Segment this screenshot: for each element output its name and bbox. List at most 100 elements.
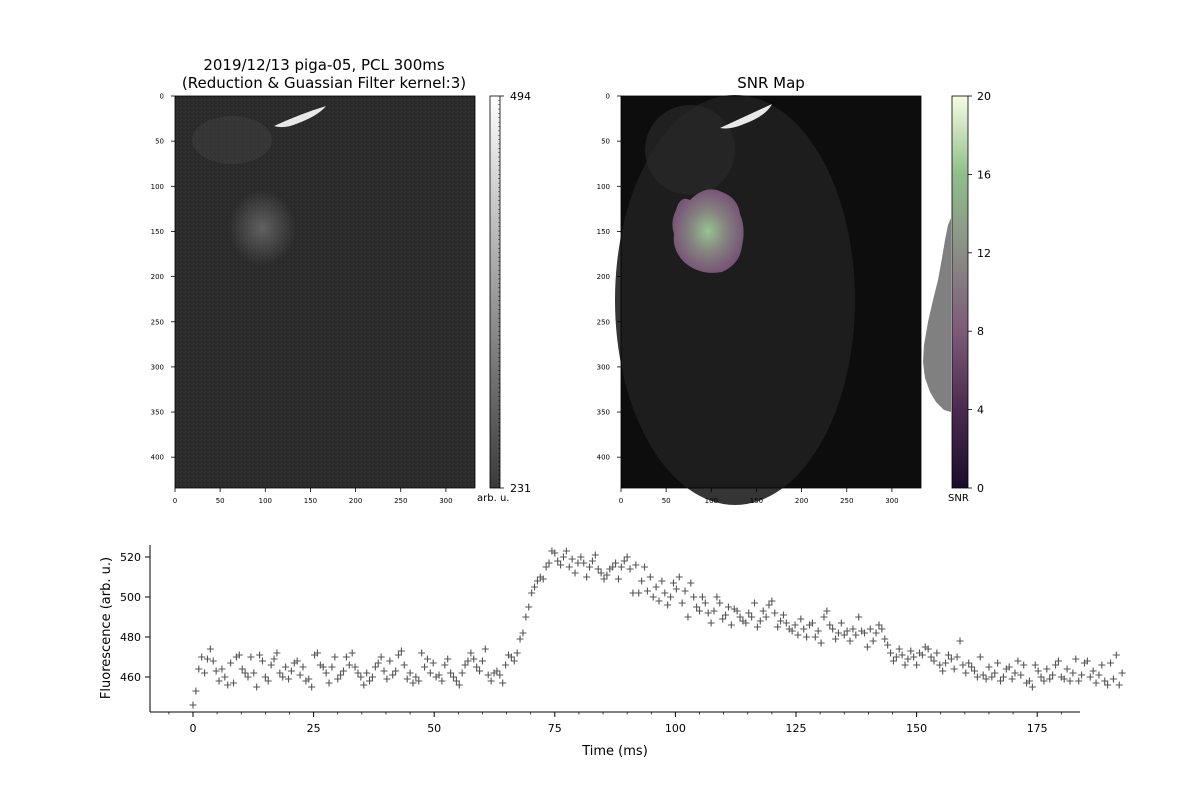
data-point [791,621,799,629]
data-point [1017,671,1025,679]
data-point [889,657,897,665]
x-tick-label: 100 [705,497,718,505]
data-point [710,607,718,615]
data-point [499,679,507,687]
data-point [583,573,591,581]
data-point [568,555,576,563]
snr-image-highlight [720,104,772,129]
data-point [267,661,275,669]
data-point [794,631,802,639]
data-point [846,637,854,645]
x-tick-label: 150 [750,497,763,505]
data-point [716,599,724,607]
data-point [884,641,892,649]
data-point [840,631,848,639]
data-point [1089,667,1097,675]
data-point [771,609,779,617]
data-point [753,623,761,631]
y-tick-label: 150 [151,228,164,236]
data-point [429,659,437,667]
data-point [976,653,984,661]
data-point [496,671,504,679]
data-point [334,675,342,683]
data-point [444,655,452,663]
snr-histogram-bars [923,218,951,412]
data-point [661,589,669,597]
left-colorbar-min-label: 231 [510,482,531,495]
x-tick-label: 150 [304,497,317,505]
data-point [759,607,767,615]
chart-x-tick-label: 150 [906,722,927,735]
data-point [707,619,715,627]
snr-colorbar-tick-label: 8 [977,325,984,338]
x-tick-label: 100 [259,497,272,505]
snr-colorbar-tick-label: 20 [977,90,991,103]
data-point [325,679,333,687]
data-point [690,593,698,601]
data-point [296,671,304,679]
chart-y-tick-label: 480 [120,631,141,644]
data-point [936,661,944,669]
data-point [368,673,376,681]
data-point [542,563,550,571]
data-point [1112,651,1120,659]
snr-image-frame [620,95,922,489]
data-point [736,613,744,621]
data-point [849,625,857,633]
chart-x-ticks: 0 25 50 75 100 125 150 175 [168,712,1062,735]
data-point [985,663,993,671]
data-point [1040,677,1048,685]
data-point [377,653,385,661]
data-point [478,657,486,665]
data-point [447,669,455,677]
data-point [533,577,541,585]
data-point [1043,665,1051,673]
data-point [1034,667,1042,675]
data-point [748,613,756,621]
data-point [415,677,423,685]
snr-image [615,95,922,505]
data-point [641,563,649,571]
data-point [313,649,321,657]
x-tick-label: 250 [840,497,853,505]
data-point [1098,661,1106,669]
data-point [331,653,339,661]
data-point [1011,669,1019,677]
data-point [782,619,790,627]
data-point [395,651,403,659]
data-point [400,661,408,669]
data-point [473,663,481,671]
data-point [953,653,961,661]
data-point [557,561,565,569]
data-point [192,687,200,695]
data-point [820,613,828,621]
data-point [999,673,1007,681]
data-point [933,649,941,657]
data-point [597,569,605,577]
data-point [464,657,472,665]
left-image-bright-spot [228,190,296,266]
data-point [270,655,278,663]
data-point [904,655,912,663]
data-point [360,681,368,689]
y-tick-label: 200 [597,273,610,281]
data-point [218,665,226,673]
data-point [305,675,313,683]
data-point [649,593,657,601]
left-image-glow [192,116,272,164]
right-panel: SNR Map 0 50 100 150 200 250 300 0501001502002… [597,74,991,505]
data-point [669,579,677,587]
data-point [814,627,822,635]
data-point [1046,675,1054,683]
data-point [907,647,915,655]
data-point [788,627,796,635]
data-point [742,619,750,627]
data-point [620,557,628,565]
data-point [701,599,709,607]
data-point [195,665,203,673]
data-point [1066,677,1074,685]
data-point [898,651,906,659]
data-point [698,593,706,601]
data-point [1020,661,1028,669]
